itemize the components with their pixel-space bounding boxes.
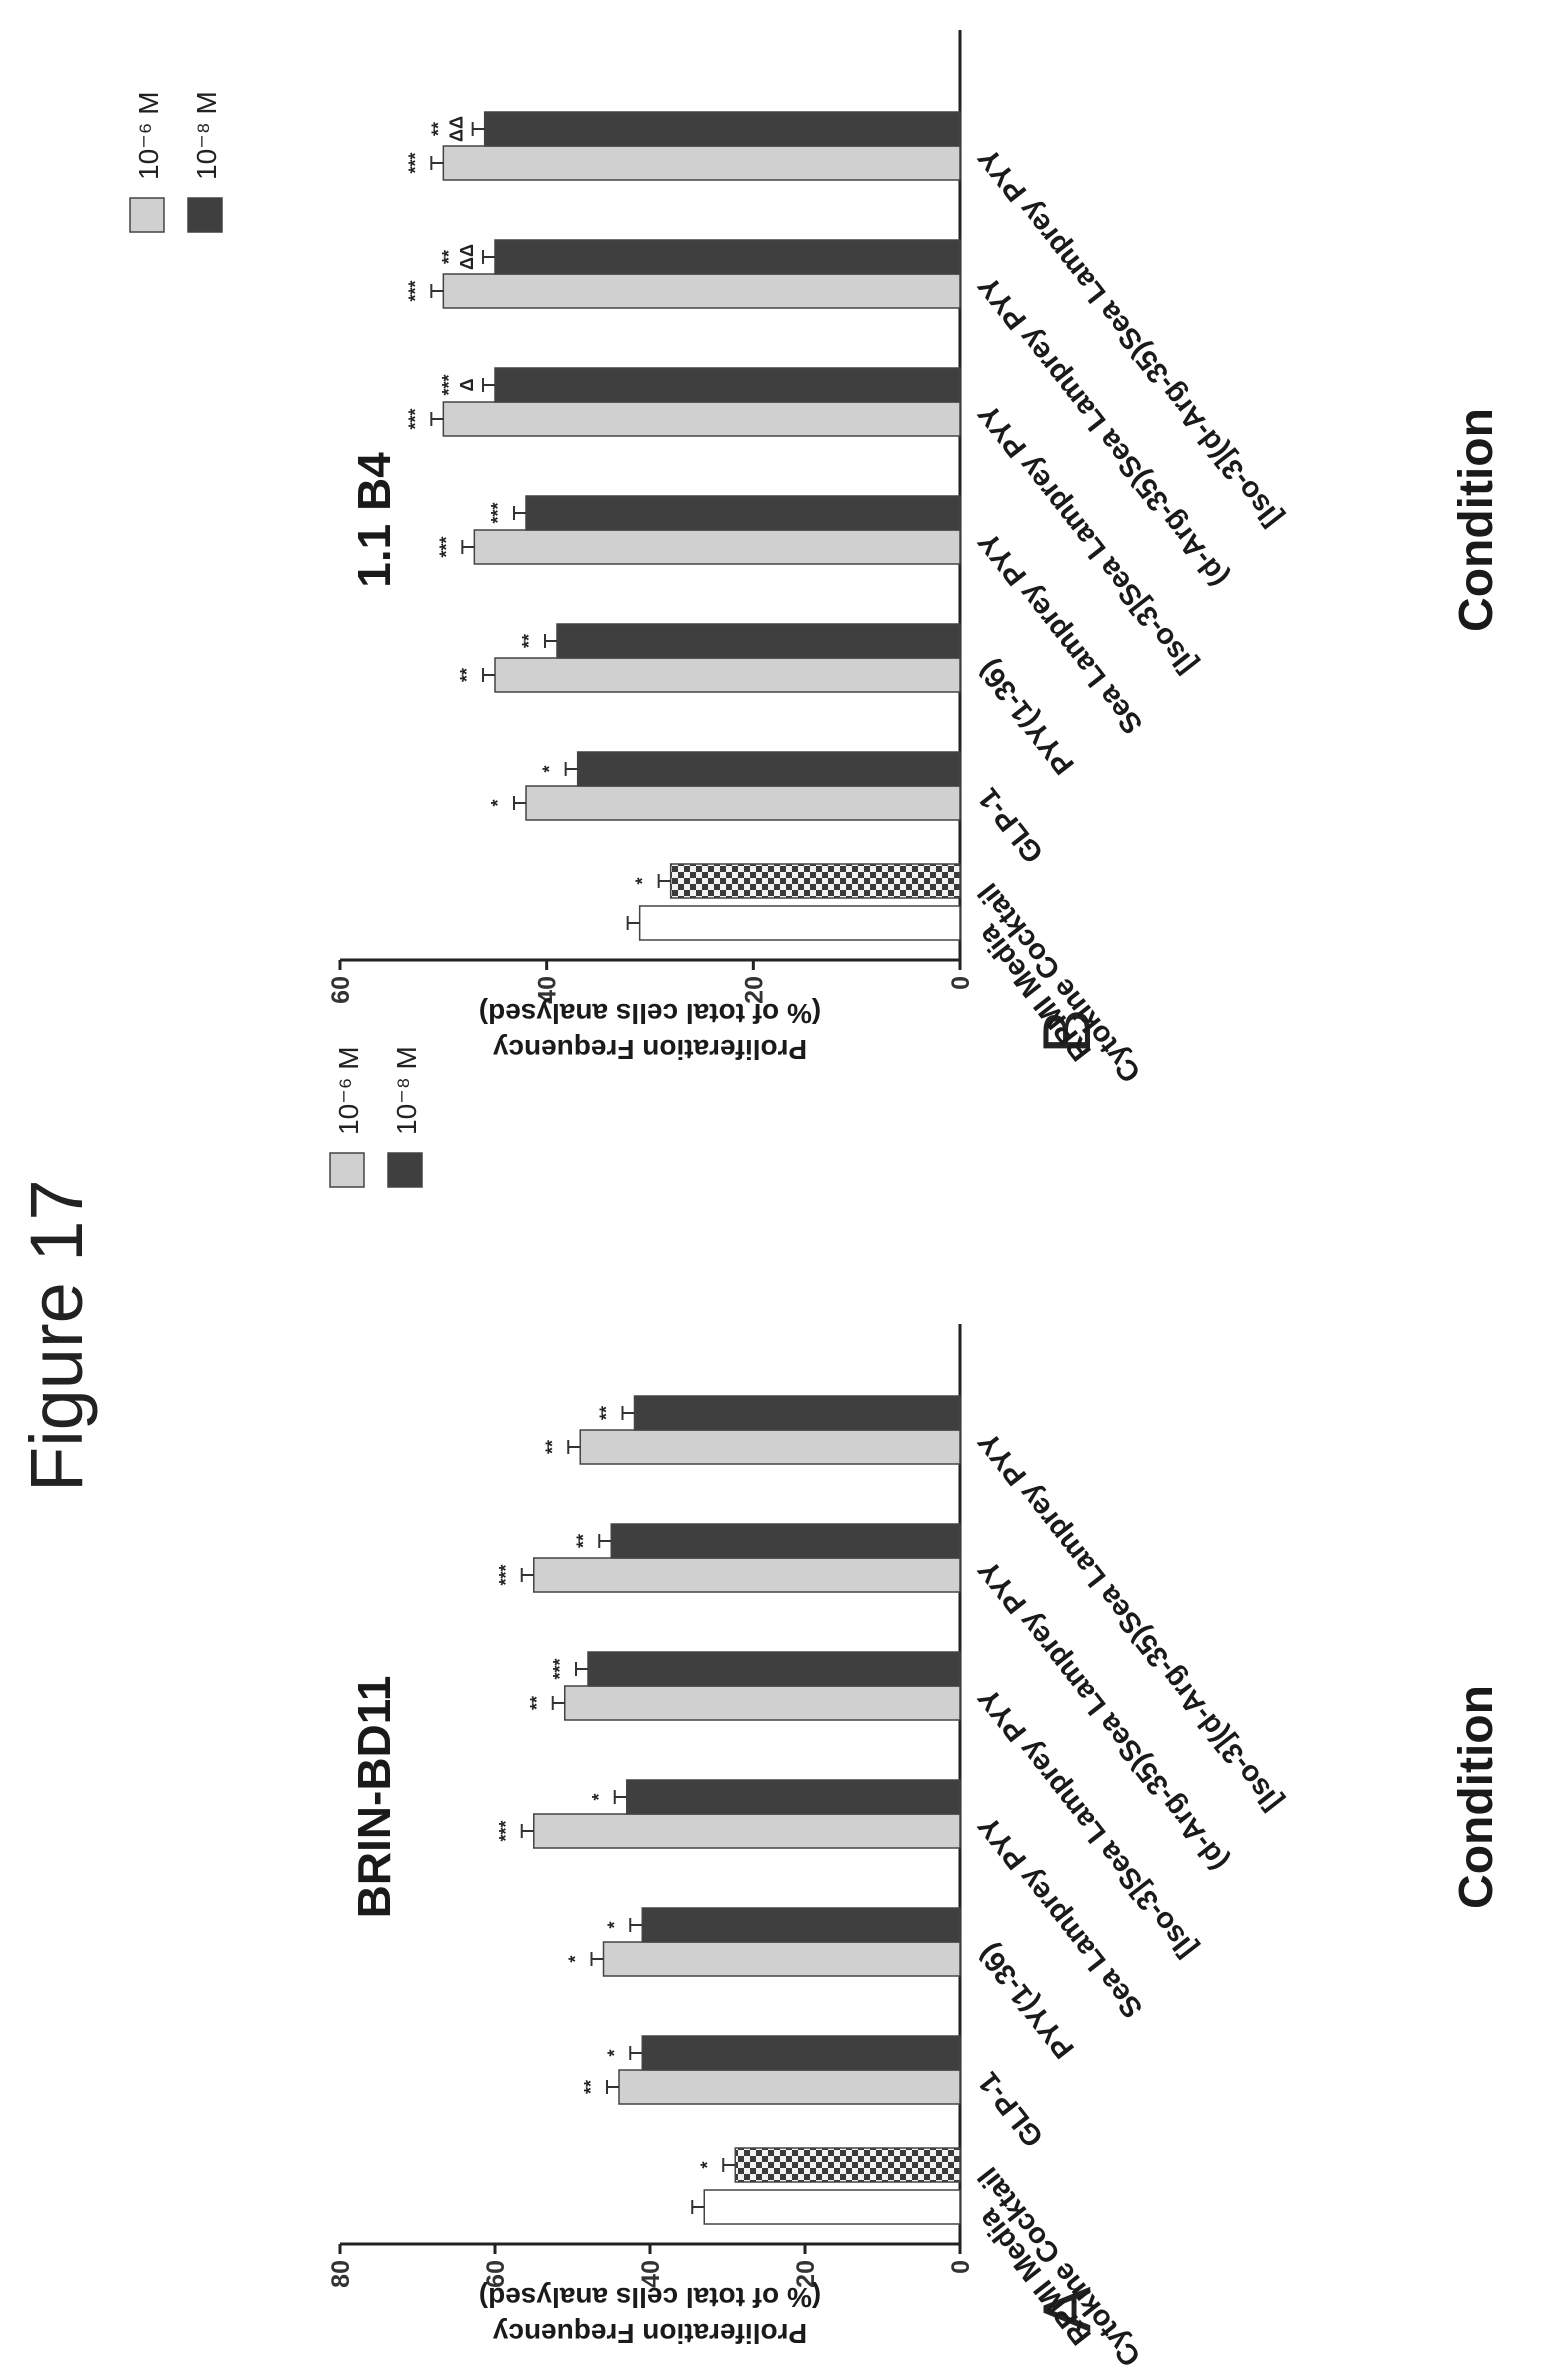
bar: [602, 1941, 961, 1977]
bar: [473, 529, 961, 565]
bar: [734, 2147, 961, 2183]
y-tick-label: 60: [327, 976, 355, 1004]
y-tick-label: 40: [534, 976, 562, 1004]
bar: [442, 273, 961, 309]
significance-label: **: [429, 122, 449, 136]
bar: [579, 1429, 961, 1465]
bar: [525, 495, 961, 531]
category-label: GLP-1: [972, 2066, 1050, 2153]
y-axis-subtitle: (% of total cells analysed): [479, 2282, 821, 2313]
bar: [638, 905, 961, 941]
bar: [610, 1523, 961, 1559]
y-tick-label: 40: [637, 2260, 665, 2288]
significance-label: *: [589, 1793, 609, 1800]
significance-label: ***: [405, 152, 425, 173]
significance-label: **: [457, 668, 477, 682]
significance-label: *: [540, 765, 560, 772]
significance-label: ***: [439, 374, 459, 395]
bar: [442, 401, 961, 437]
category-label: Cytokine Cocktail: [972, 877, 1147, 1088]
significance-label: **: [542, 1440, 562, 1454]
significance-label: **: [597, 1406, 617, 1420]
significance-label: Δ: [457, 378, 477, 391]
significance-label: **: [581, 2080, 601, 2094]
category-label: PYY(1-36): [972, 1938, 1081, 2064]
significance-label: **: [519, 634, 539, 648]
bar: [494, 367, 961, 403]
category-label: Cytokine Cocktail: [972, 2161, 1147, 2372]
bar: [641, 1907, 961, 1943]
significance-label: *: [488, 799, 508, 806]
legend-label: 10⁻⁸ M: [391, 1046, 422, 1135]
bar: [533, 1557, 961, 1593]
bar: [564, 1685, 961, 1721]
bar: [442, 145, 961, 181]
significance-label: ΔΔ: [447, 116, 467, 142]
significance-label: *: [697, 2161, 717, 2168]
legend-swatch: [387, 1152, 423, 1188]
y-axis-subtitle: (% of total cells analysed): [479, 998, 821, 1029]
y-axis-title: Proliferation Frequency: [492, 2318, 807, 2349]
legend-swatch: [329, 1152, 365, 1188]
significance-label: *: [633, 877, 653, 884]
category-label: PYY(1-36): [972, 654, 1081, 780]
bar: [633, 1395, 961, 1431]
significance-label: *: [604, 2049, 624, 2056]
legend-swatch: [187, 197, 223, 233]
panel-b: B 1.1 B4 0 20 40 60 Proliferation Frequency (% …: [129, 30, 1503, 1088]
significance-label: *: [604, 1921, 624, 1928]
y-tick-label: 80: [327, 2260, 355, 2288]
panel-letter: B: [1029, 1009, 1105, 1054]
significance-label: **: [527, 1696, 547, 1710]
y-tick-label: 0: [947, 2260, 975, 2274]
significance-label: ***: [550, 1658, 570, 1679]
panel-title: BRIN-BD11: [348, 1676, 400, 1919]
bar: [533, 1813, 961, 1849]
bar: [626, 1779, 961, 1815]
significance-label: **: [573, 1534, 593, 1548]
significance-label: ***: [496, 1820, 516, 1841]
panel-a: A BRIN-BD11 0 20 40 60 80 Proliferation Frequen…: [327, 1046, 1503, 2372]
x-axis-title: Condition: [1450, 1685, 1503, 1909]
bar: [525, 785, 961, 821]
panel-letter: A: [1029, 2286, 1105, 2332]
category-label: GLP-1: [972, 782, 1050, 869]
bar: [494, 239, 961, 275]
bar: [587, 1651, 961, 1687]
legend-label: 10⁻⁶ M: [333, 1046, 364, 1135]
significance-label: **: [439, 250, 459, 264]
significance-label: ***: [436, 536, 456, 557]
significance-label: ***: [405, 408, 425, 429]
bar: [576, 751, 961, 787]
significance-label: *: [566, 1955, 586, 1962]
y-tick-label: 20: [740, 976, 768, 1004]
y-tick-label: 20: [792, 2260, 820, 2288]
significance-label: ***: [488, 502, 508, 523]
bar: [669, 863, 961, 899]
bar: [641, 2035, 961, 2071]
significance-label: ***: [405, 280, 425, 301]
figure-title: Figure 17: [15, 1179, 98, 1492]
bar: [483, 111, 961, 147]
bar: [494, 657, 961, 693]
bar: [618, 2069, 961, 2105]
significance-label: ΔΔ: [457, 244, 477, 270]
legend-swatch: [129, 197, 165, 233]
panel-title: 1.1 B4: [348, 452, 400, 588]
x-axis-title: Condition: [1450, 408, 1503, 632]
bar: [703, 2189, 961, 2225]
y-tick-label: 0: [947, 976, 975, 990]
legend-label: 10⁻⁶ M: [133, 91, 164, 180]
y-tick-label: 60: [482, 2260, 510, 2288]
bar: [556, 623, 961, 659]
significance-label: ***: [496, 1564, 516, 1585]
legend-label: 10⁻⁸ M: [191, 91, 222, 180]
y-axis-title: Proliferation Frequency: [492, 1034, 807, 1065]
